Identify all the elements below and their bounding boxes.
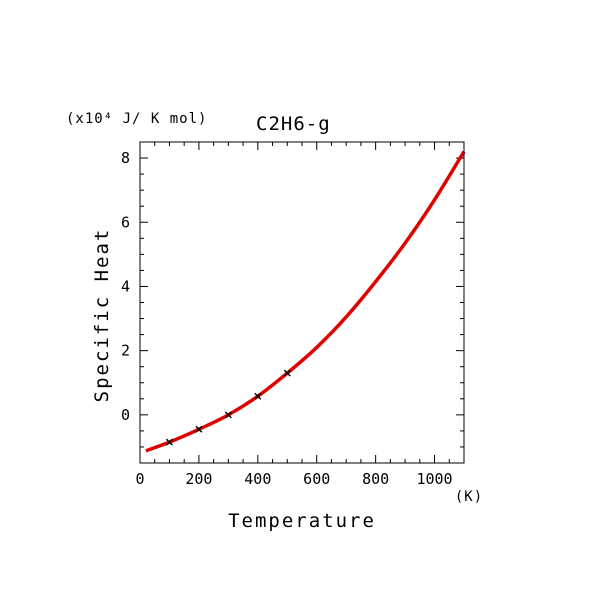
specific-heat-curve [145, 150, 466, 453]
unit-label: (x10⁴ J/ K mol) [66, 111, 207, 127]
y-tick-label: 8 [121, 149, 130, 167]
chart-title: C2H6-g [256, 113, 331, 135]
plot-frame [139, 141, 465, 464]
data-point-marker [254, 392, 262, 400]
y-tick-label: 2 [121, 342, 130, 360]
y-tick-label: 6 [121, 213, 130, 231]
x-tick-label: 0 [135, 470, 144, 488]
axis-tick-labels: 0 200 400 600 800 1000 0 2 4 6 8 [121, 149, 453, 488]
y-tick-label: 0 [121, 406, 130, 424]
data-point-marker [195, 425, 203, 433]
y-tick-label: 4 [121, 277, 130, 295]
x-axis-label: Temperature [228, 510, 376, 532]
data-point-marker [283, 369, 291, 377]
y-axis-label: Specific Heat [91, 228, 113, 403]
data-point-marker [165, 438, 173, 446]
x-axis-unit: (K) [455, 489, 483, 505]
x-tick-label: 1000 [416, 470, 452, 488]
x-tick-label: 600 [303, 470, 330, 488]
series-layer [145, 150, 466, 453]
data-point-marker [224, 411, 232, 419]
axis-ticks [139, 141, 465, 464]
x-tick-label: 400 [244, 470, 271, 488]
x-tick-label: 200 [185, 470, 212, 488]
x-tick-label: 800 [362, 470, 389, 488]
